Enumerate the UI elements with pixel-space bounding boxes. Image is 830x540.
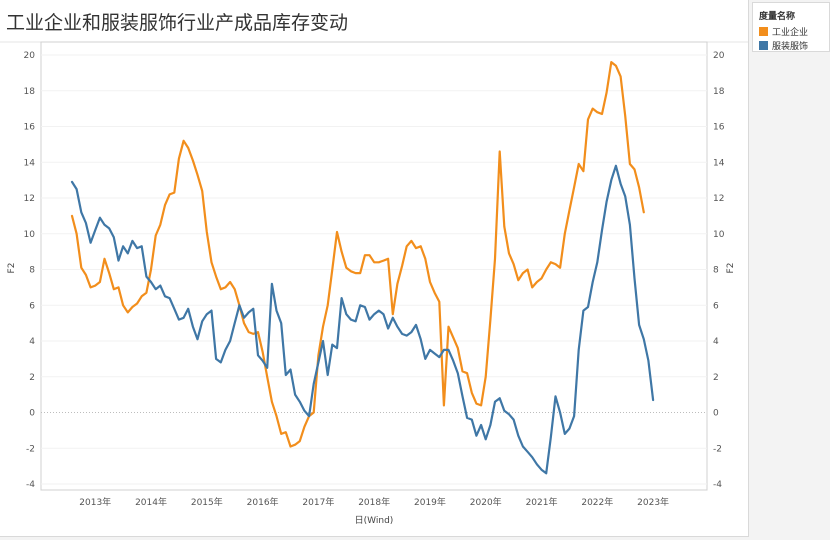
left-tick-8: 8 bbox=[29, 266, 35, 276]
right-axis: -4 -2 0 2 4 6 8 10 12 14 16 18 20 bbox=[713, 51, 725, 490]
left-tick--2: -2 bbox=[26, 444, 35, 454]
x-tick-2014: 2014年 bbox=[135, 496, 167, 508]
legend-label-apparel: 服装服饰 bbox=[772, 42, 809, 52]
plot-frame bbox=[40, 41, 708, 491]
left-tick-10: 10 bbox=[24, 230, 36, 240]
right-tick-20: 20 bbox=[713, 51, 725, 61]
right-tick-8: 8 bbox=[713, 266, 719, 276]
series-line-0 bbox=[70, 60, 645, 448]
legend-panel: 度量名称 工业企业 服装服饰 bbox=[752, 2, 830, 52]
left-axis: -4 -2 0 2 4 6 8 10 12 14 16 18 20 bbox=[24, 51, 36, 490]
legend-title: 度量名称 bbox=[759, 12, 796, 22]
right-tick-18: 18 bbox=[713, 87, 725, 97]
x-tick-2021: 2021年 bbox=[526, 496, 558, 508]
x-axis-label: 日(Wind) bbox=[355, 515, 394, 526]
legend-swatch-industrial bbox=[759, 27, 768, 36]
left-tick--4: -4 bbox=[26, 480, 35, 490]
x-tick-2023: 2023年 bbox=[637, 496, 669, 508]
right-tick-4: 4 bbox=[713, 337, 719, 347]
y-axis-label-left: F2 bbox=[7, 263, 17, 274]
left-tick-12: 12 bbox=[24, 194, 35, 204]
legend-label-industrial: 工业企业 bbox=[772, 28, 809, 38]
x-axis: 2013年 2014年 2015年 2016年 2017年 2018年 2019年 2020年… bbox=[79, 496, 669, 508]
series-layer bbox=[70, 60, 655, 475]
x-tick-2016: 2016年 bbox=[247, 496, 279, 508]
left-tick-6: 6 bbox=[29, 301, 35, 311]
chart-title: 工业企业和服装服饰行业产成品库存变动 bbox=[6, 12, 348, 34]
left-tick-16: 16 bbox=[24, 123, 36, 133]
right-tick-0: 0 bbox=[713, 409, 719, 419]
x-tick-2015: 2015年 bbox=[191, 496, 223, 508]
chart-svg: 工业企业和服装服饰行业产成品库存变动 -4-202468101214161820… bbox=[0, 12, 748, 526]
left-tick-2: 2 bbox=[29, 373, 35, 383]
right-tick-16: 16 bbox=[713, 123, 725, 133]
x-tick-2022: 2022年 bbox=[581, 496, 613, 508]
right-tick--2: -2 bbox=[713, 444, 722, 454]
right-tick--4: -4 bbox=[713, 480, 722, 490]
left-tick-4: 4 bbox=[29, 337, 35, 347]
x-tick-2013: 2013年 bbox=[79, 496, 111, 508]
x-tick-2017: 2017年 bbox=[302, 496, 334, 508]
left-tick-20: 20 bbox=[24, 51, 36, 61]
legend-item-apparel[interactable]: 服装服饰 bbox=[759, 39, 808, 52]
left-tick-18: 18 bbox=[24, 87, 36, 97]
left-tick-0: 0 bbox=[29, 409, 35, 419]
x-tick-2018: 2018年 bbox=[358, 496, 390, 508]
grid-layer bbox=[41, 54, 707, 485]
right-tick-10: 10 bbox=[713, 230, 725, 240]
legend-item-industrial[interactable]: 工业企业 bbox=[759, 25, 808, 38]
x-tick-2019: 2019年 bbox=[414, 496, 446, 508]
left-tick-14: 14 bbox=[24, 158, 36, 168]
series-line-1 bbox=[70, 164, 655, 475]
right-tick-12: 12 bbox=[713, 194, 724, 204]
right-tick-6: 6 bbox=[713, 301, 719, 311]
legend-swatch-apparel bbox=[759, 41, 768, 50]
x-tick-2020: 2020年 bbox=[470, 496, 502, 508]
y-axis-label-right: F2 bbox=[726, 263, 736, 274]
right-tick-2: 2 bbox=[713, 373, 719, 383]
right-tick-14: 14 bbox=[713, 158, 725, 168]
chart-panel: 工业企业和服装服饰行业产成品库存变动 -4 -2 0 2 4 6 8 10 12 14 16 18 20… bbox=[0, 0, 749, 537]
